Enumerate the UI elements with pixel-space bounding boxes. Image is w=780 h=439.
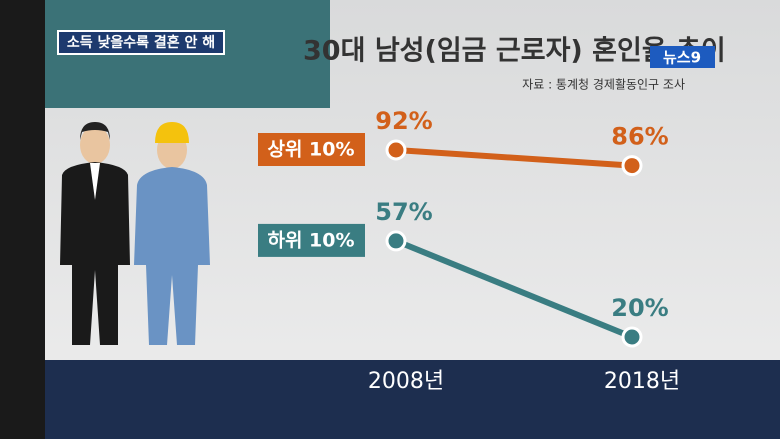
- tag: 소득 낮을수록 결혼 안 해: [67, 34, 215, 51]
- line: [395, 147, 633, 169]
- series-label-box: [258, 223, 365, 257]
- value-label: 86%: [611, 123, 668, 151]
- source: 자료 : 통계청 경제활동인구 조사: [522, 78, 685, 92]
- marker: [385, 139, 407, 161]
- logo-box: [650, 46, 715, 68]
- logo: 뉴스9: [663, 49, 701, 67]
- marker: [621, 326, 643, 348]
- tag-box: [57, 30, 225, 55]
- value-label: 57%: [375, 198, 432, 226]
- x-tick-label: 2018년: [604, 369, 680, 394]
- x-tick-label: 2008년: [368, 369, 444, 394]
- legend-label: 하위 10%: [267, 229, 354, 251]
- worker: [134, 122, 210, 345]
- businessman: [60, 122, 130, 345]
- left-edge: [0, 0, 45, 439]
- marker: [621, 155, 643, 177]
- value-label: 92%: [375, 107, 432, 135]
- series-label-box: [258, 133, 365, 166]
- line: [394, 238, 634, 340]
- legend-label: 상위 10%: [267, 139, 354, 161]
- bottom-band: [45, 360, 780, 439]
- marker: [385, 230, 407, 252]
- value-label: 20%: [611, 294, 668, 322]
